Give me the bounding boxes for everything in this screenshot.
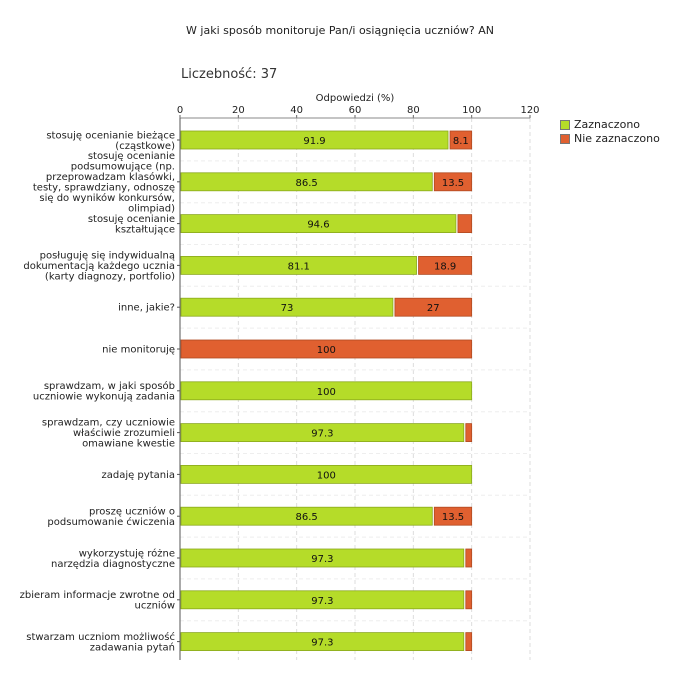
bar-nie-zaznaczono xyxy=(394,297,473,317)
tick-label: 0 xyxy=(177,105,183,116)
bar-zaznaczono xyxy=(180,255,417,275)
category-label: zadaję pytania xyxy=(101,470,175,481)
legend: Zaznaczono Nie zaznaczono xyxy=(560,118,660,146)
data-label: 27 xyxy=(427,303,440,314)
tick-label: 80 xyxy=(407,105,420,116)
category-label: posługuję się indywidualną dokumentacją k… xyxy=(23,250,175,282)
legend-label: Nie zaznaczono xyxy=(574,132,660,145)
category-label: stosuję ocenianie podsumowujące (np. przep… xyxy=(33,151,175,215)
tick-label: 60 xyxy=(349,105,362,116)
tick-label: 20 xyxy=(232,105,245,116)
data-label: 97.3 xyxy=(311,638,333,649)
bar-zaznaczono xyxy=(180,548,465,568)
category-label: sprawdzam, w jaki sposób uczniowie wykonu… xyxy=(33,380,175,403)
category-labels: stosuję ocenianie bieżące (cząstkowe)stos… xyxy=(20,130,175,653)
bar-nie-zaznaczono xyxy=(465,632,473,651)
data-label: 97.3 xyxy=(311,596,333,607)
bar-zaznaczono xyxy=(180,130,449,150)
data-label: 86.5 xyxy=(296,512,318,523)
bar-zaznaczono xyxy=(180,297,394,317)
bar-nie-zaznaczono xyxy=(457,214,473,234)
data-label: 8.1 xyxy=(453,136,469,147)
tick-label: 120 xyxy=(520,105,539,116)
grid xyxy=(180,118,531,660)
category-label: stosuję ocenianie bieżące (cząstkowe) xyxy=(46,130,175,152)
legend-swatch xyxy=(560,119,570,130)
data-label: 100 xyxy=(317,387,336,398)
bar-nie-zaznaczono xyxy=(465,548,473,568)
category-label: stwarzam uczniom możliwość zadawania pyta… xyxy=(26,631,175,654)
legend-item: Nie zaznaczono xyxy=(560,132,660,145)
category-label: zbieram informacje zwrotne od uczniów xyxy=(20,590,175,612)
data-label: 97.3 xyxy=(311,554,333,565)
bar-nie-zaznaczono xyxy=(433,172,473,192)
bar-nie-zaznaczono xyxy=(433,506,473,526)
category-label: sprawdzam, czy uczniowie właściwie zrozum… xyxy=(42,418,175,450)
bar-zaznaczono xyxy=(180,381,473,401)
data-label: 100 xyxy=(317,470,336,481)
chart-title: W jaki sposób monitoruje Pan/i osiągnięc… xyxy=(186,24,494,37)
data-label: 100 xyxy=(317,345,336,356)
data-label: 81.1 xyxy=(288,261,310,272)
bar-zaznaczono xyxy=(180,590,465,610)
legend-swatch xyxy=(560,133,570,144)
bar-nie-zaznaczono xyxy=(465,590,473,610)
bar-zaznaczono xyxy=(180,172,433,192)
bar-zaznaczono xyxy=(180,506,433,526)
bar-nie-zaznaczono xyxy=(418,255,473,275)
data-label: 13.5 xyxy=(442,178,464,189)
bar-zaznaczono xyxy=(180,632,465,651)
bars: 91.9 8.1 86.5 13.5 94.6 81.1 18.9 73 27 100 100 97.… xyxy=(180,130,473,651)
bar-zaznaczono xyxy=(180,464,473,484)
data-label: 97.3 xyxy=(311,429,333,440)
axes: 0 20 40 60 80 100 120 Odpowiedzi (%) xyxy=(177,93,540,660)
category-label: wykorzystuję różne narzędzia diagnostyczn… xyxy=(51,547,175,570)
category-label: inne, jakie? xyxy=(118,303,175,314)
legend-label: Zaznaczono xyxy=(574,118,641,131)
bar-zaznaczono xyxy=(180,423,465,443)
category-label: nie monitoruję xyxy=(102,345,175,356)
bar-nie-zaznaczono xyxy=(465,423,473,443)
data-label: 73 xyxy=(281,303,294,314)
data-label: 94.6 xyxy=(307,220,329,231)
bar-zaznaczono xyxy=(180,214,457,234)
bar-nie-zaznaczono xyxy=(180,339,473,359)
category-label: proszę uczniów o podsumowanie ćwiczenia xyxy=(47,505,175,528)
data-label: 13.5 xyxy=(442,512,464,523)
legend-item: Zaznaczono xyxy=(560,118,660,131)
category-label: stosuję ocenianie kształtujące xyxy=(88,214,175,236)
data-label: 91.9 xyxy=(303,136,325,147)
x-axis-title: Odpowiedzi (%) xyxy=(316,93,395,104)
tick-label: 100 xyxy=(462,105,481,116)
data-label: 86.5 xyxy=(296,178,318,189)
tick-label: 40 xyxy=(290,105,303,116)
bar-nie-zaznaczono xyxy=(449,130,473,150)
data-label: 18.9 xyxy=(434,261,456,272)
sample-size: Liczebność: 37 xyxy=(181,67,278,82)
